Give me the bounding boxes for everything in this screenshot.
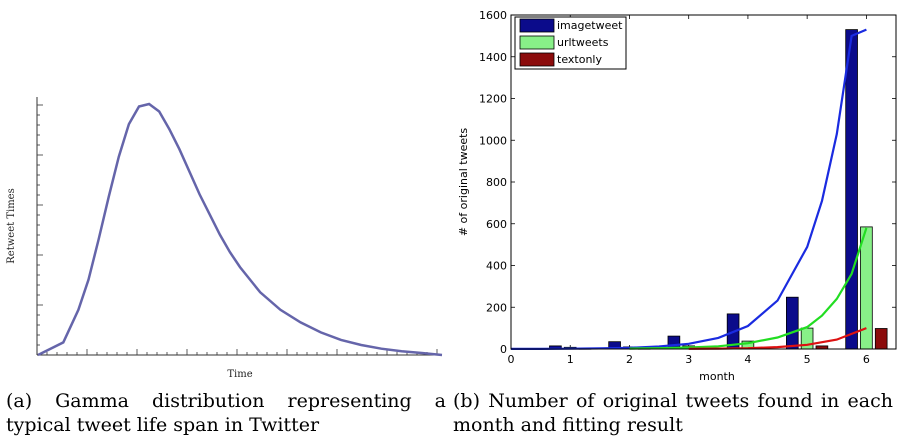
right-x-tick-label: 5 xyxy=(804,353,811,366)
gamma-chart: Retweet Times Time xyxy=(6,97,443,380)
right-plot-frame xyxy=(510,14,897,350)
right-y-tick-label: 400 xyxy=(486,260,507,273)
right-x-tick-label: 1 xyxy=(567,353,574,366)
legend-label-textonly: textonly xyxy=(557,53,602,66)
right-y-tick-label: 800 xyxy=(486,176,507,189)
fit-curve-imagetweet xyxy=(511,28,867,350)
right-y-axis-label: # of original tweets xyxy=(457,128,470,237)
left-y-ticks xyxy=(37,104,43,356)
bar-imagetweet xyxy=(786,296,799,350)
legend-label-urltweets: urltweets xyxy=(557,36,609,49)
right-x-tick-label: 3 xyxy=(685,353,692,366)
right-y-tick-label: 1600 xyxy=(479,9,507,22)
bar-imagetweet xyxy=(845,29,858,350)
legend-swatch-textonly xyxy=(519,52,555,67)
right-x-axis-label: month xyxy=(699,370,735,383)
left-y-axis-label: Retweet Times xyxy=(6,188,17,263)
left-x-axis-label: Time xyxy=(227,369,252,380)
right-y-tick-label: 600 xyxy=(486,218,507,231)
right-y-tick-label: 1400 xyxy=(479,51,507,64)
right-y-tick-label: 0 xyxy=(500,343,507,356)
caption-b: (b) Number of original tweets found in e… xyxy=(453,390,893,436)
right-x-tick-label: 0 xyxy=(508,353,515,366)
caption-a: (a) Gamma distribution representing a ty… xyxy=(6,390,446,436)
right-fit-curves xyxy=(511,28,868,350)
right-y-ticks: 0 200 400 600 800 1000 1200 1400 1600 xyxy=(479,9,896,356)
right-x-tick-label: 2 xyxy=(626,353,633,366)
left-x-ticks xyxy=(36,349,438,355)
right-y-tick-label: 1200 xyxy=(479,93,507,106)
gamma-curve-line xyxy=(37,102,443,357)
fit-curve-urltweets xyxy=(629,227,868,350)
legend-label-imagetweet: imagetweet xyxy=(557,19,623,32)
legend-swatch-urltweets xyxy=(519,35,555,50)
right-x-tick-label: 6 xyxy=(863,353,870,366)
legend-swatch-imagetweet xyxy=(519,18,555,33)
right-bars xyxy=(549,29,888,350)
legend: imagetweet urltweets textonly xyxy=(514,16,627,70)
right-x-tick-label: 4 xyxy=(744,353,751,366)
right-y-tick-label: 200 xyxy=(486,301,507,314)
bar-textonly xyxy=(874,328,888,350)
tweets-bar-chart: 0 200 400 600 800 1000 1200 1400 1600 0 1 2 3 4 5 6 # … xyxy=(457,9,897,383)
right-y-tick-label: 1000 xyxy=(479,134,507,147)
